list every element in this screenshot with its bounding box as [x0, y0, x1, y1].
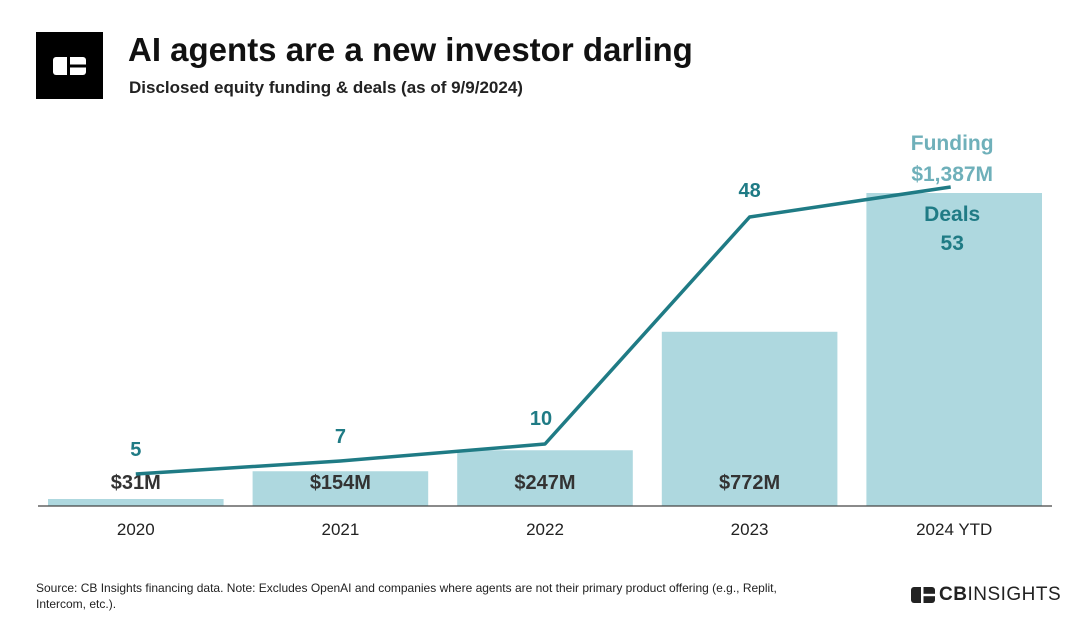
deals-line	[135, 185, 951, 476]
funding-bar	[866, 193, 1042, 506]
x-tick-label: 2024 YTD	[916, 520, 992, 539]
funding-bar	[661, 331, 838, 506]
brand-light: INSIGHTS	[967, 584, 1062, 605]
source-note: Source: CB Insights financing data. Note…	[36, 581, 777, 611]
cb-insights-mark-icon	[911, 587, 935, 603]
funding-deals-chart: 2020 2021 2022 2023 2024 YTD $31M $154M $247M $7…	[38, 132, 1052, 539]
cb-insights-logo-icon	[36, 32, 103, 99]
funding-bar	[457, 450, 633, 506]
funding-data-label: $772M	[719, 472, 780, 494]
deals-data-label: 53	[941, 232, 964, 255]
x-tick-label: 2020	[117, 520, 155, 539]
cb-insights-logo-glyph	[53, 57, 86, 75]
deals-data-label: 7	[335, 426, 346, 448]
brand-bold: CB	[939, 584, 968, 605]
deals-data-label: 5	[130, 439, 141, 461]
funding-bar	[48, 499, 224, 506]
funding-bar	[252, 471, 429, 506]
deals-data-label: 48	[738, 180, 760, 202]
brand-wordmark: CBINSIGHTS	[939, 584, 1061, 606]
page-title: AI agents are a new investor darling	[128, 31, 693, 68]
deals-data-label: 10	[530, 408, 552, 430]
funding-data-label: $1,387M	[911, 163, 993, 186]
deals-legend-label: Deals	[924, 203, 980, 226]
x-tick-label: 2023	[731, 520, 769, 539]
funding-data-label: $31M	[111, 472, 161, 494]
x-tick-label: 2021	[321, 520, 359, 539]
funding-legend-label: Funding	[911, 132, 994, 155]
x-tick-label: 2022	[526, 520, 564, 539]
funding-data-label: $247M	[514, 472, 575, 494]
funding-data-label: $154M	[310, 472, 371, 494]
page-subtitle: Disclosed equity funding & deals (as of …	[129, 78, 523, 97]
cb-insights-brand: CBINSIGHTS	[911, 584, 1061, 606]
